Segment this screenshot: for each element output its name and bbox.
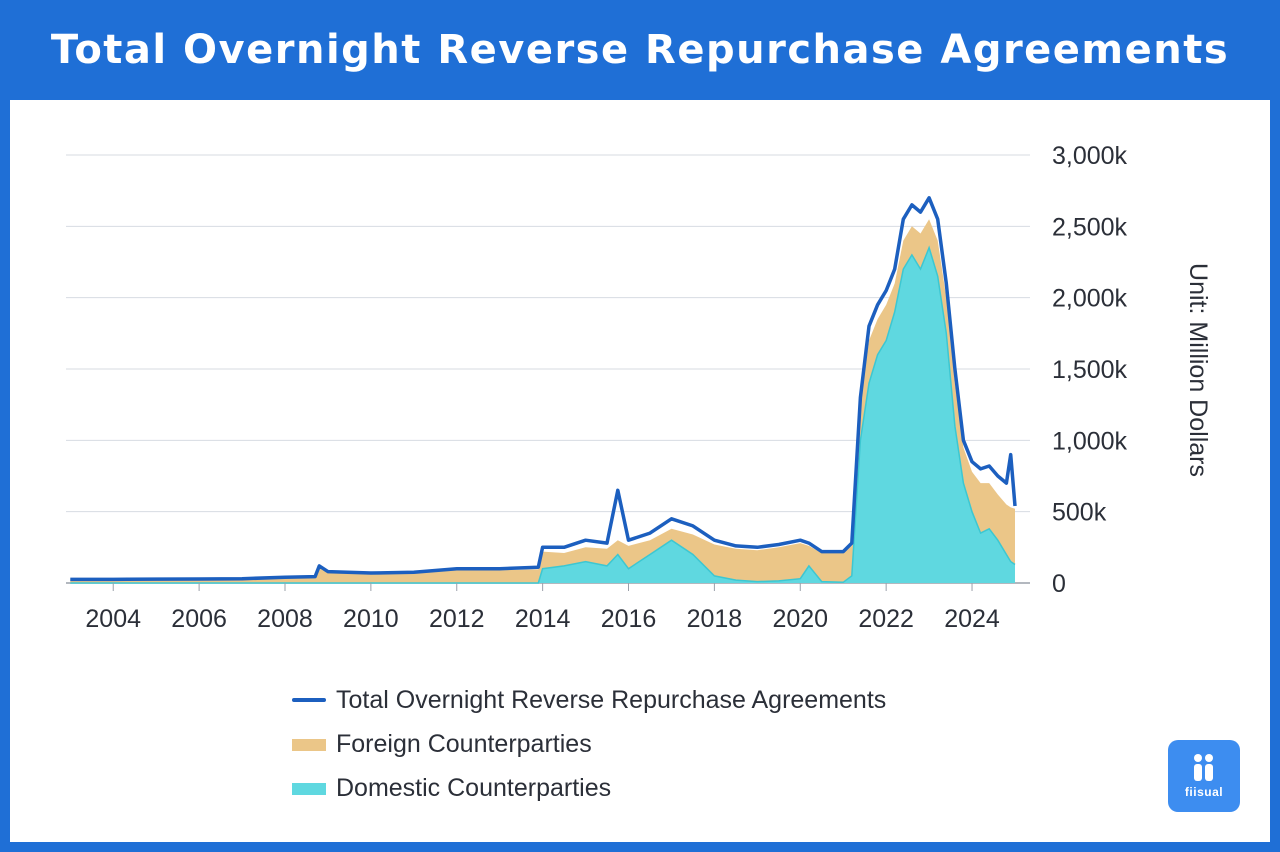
x-tick-label: 2012 (429, 605, 485, 633)
x-tick-label: 2024 (944, 605, 1000, 633)
domestic-counterparties-line (70, 245, 1016, 584)
legend-label-total: Total Overnight Reverse Repurchase Agree… (336, 685, 887, 714)
y-tick-label: 3,000k (1052, 142, 1128, 170)
x-tick-label: 2018 (687, 605, 743, 633)
y-tick-label: 1,500k (1052, 356, 1128, 384)
x-tick-label: 2020 (772, 605, 828, 633)
fiisual-logo-icon (1194, 754, 1213, 781)
legend-label-domestic: Domestic Counterparties (336, 773, 612, 802)
chart-svg: 0 500k 1,000k 1,500k 2,000k 2,500k 3,000k 2004 2… (66, 142, 1212, 633)
x-tick-label: 2010 (343, 605, 399, 633)
chart-lines (70, 196, 1017, 584)
x-tick-label: 2022 (858, 605, 914, 633)
x-tick-label: 2014 (515, 605, 571, 633)
y-tick-label: 500k (1052, 499, 1107, 527)
total-reverse-repo-line (70, 196, 1017, 582)
x-tick-label: 2016 (601, 605, 657, 633)
x-tick-label: 2004 (85, 605, 141, 633)
line-swatch-icon (292, 693, 326, 707)
chart-areas (70, 219, 1015, 583)
axes: 0 500k 1,000k 1,500k 2,000k 2,500k 3,000k 2004 2… (85, 142, 1127, 633)
page-title: Total Overnight Reverse Repurchase Agree… (50, 27, 1230, 73)
y-tick-label: 1,000k (1052, 427, 1128, 455)
domestic-counterparties-area (70, 247, 1015, 583)
legend-item-foreign[interactable]: Foreign Counterparties (292, 722, 886, 766)
legend-label-foreign: Foreign Counterparties (336, 729, 592, 758)
legend: Total Overnight Reverse Repurchase Agree… (292, 678, 886, 810)
y-tick-label: 2,000k (1052, 285, 1128, 313)
x-tick-label: 2006 (171, 605, 227, 633)
legend-item-domestic[interactable]: Domestic Counterparties (292, 766, 886, 810)
chart-panel: 0 500k 1,000k 1,500k 2,000k 2,500k 3,000k 2004 2… (10, 100, 1270, 842)
area-swatch-icon (292, 737, 326, 751)
title-banner: Total Overnight Reverse Repurchase Agree… (0, 0, 1280, 100)
brand-logo: fiisual (1168, 740, 1240, 812)
legend-item-total[interactable]: Total Overnight Reverse Repurchase Agree… (292, 678, 886, 722)
y-tick-label: 0 (1052, 570, 1066, 598)
y-tick-label: 2,500k (1052, 213, 1128, 241)
area-swatch-icon (292, 781, 326, 795)
y-axis-label: Unit: Million Dollars (1184, 263, 1212, 477)
x-tick-label: 2008 (257, 605, 313, 633)
logo-text: fiisual (1184, 785, 1224, 799)
